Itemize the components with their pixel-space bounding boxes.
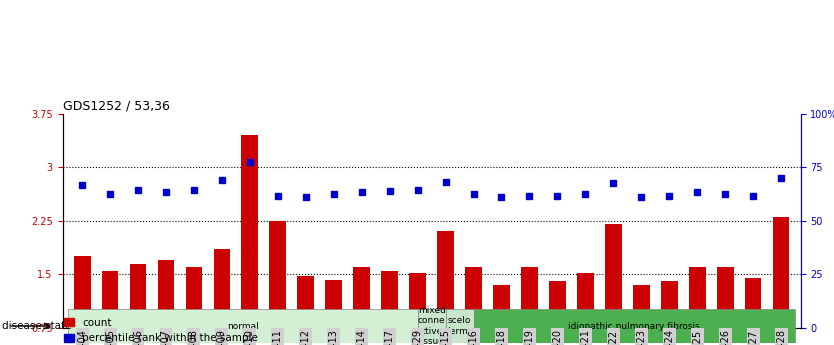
- Text: GSM37405: GSM37405: [105, 329, 115, 345]
- Text: disease state: disease state: [2, 321, 71, 331]
- Bar: [661, 282, 677, 328]
- Text: idiopathic pulmonary fibrosis: idiopathic pulmonary fibrosis: [569, 322, 701, 331]
- Bar: [214, 249, 230, 328]
- Text: GSM37415: GSM37415: [440, 329, 450, 345]
- Text: GSM37420: GSM37420: [552, 329, 562, 345]
- Legend: count, percentile rank within the sample: count, percentile rank within the sample: [63, 318, 259, 343]
- Bar: [745, 278, 761, 328]
- Bar: [242, 135, 259, 328]
- Text: GSM37413: GSM37413: [329, 329, 339, 345]
- Bar: [158, 260, 174, 328]
- Bar: [381, 271, 398, 328]
- Text: GSM37416: GSM37416: [469, 329, 479, 345]
- Bar: [772, 217, 790, 328]
- Text: GSM37422: GSM37422: [608, 329, 618, 345]
- Text: GSM37429: GSM37429: [413, 329, 423, 345]
- Bar: [354, 267, 370, 328]
- Text: scelo
derma: scelo derma: [445, 316, 475, 336]
- Bar: [298, 276, 314, 328]
- FancyBboxPatch shape: [474, 309, 795, 343]
- Text: GSM37407: GSM37407: [161, 329, 171, 345]
- Bar: [325, 280, 342, 328]
- Text: GSM37414: GSM37414: [357, 329, 367, 345]
- Text: GSM37424: GSM37424: [664, 329, 674, 345]
- Bar: [409, 273, 426, 328]
- Text: GSM37425: GSM37425: [692, 329, 702, 345]
- Bar: [73, 256, 91, 328]
- Text: mixed
conne
ctive
tissue: mixed conne ctive tissue: [418, 306, 445, 345]
- FancyBboxPatch shape: [68, 309, 418, 343]
- Text: GSM37409: GSM37409: [217, 329, 227, 345]
- Bar: [716, 267, 734, 328]
- Text: GSM37410: GSM37410: [245, 329, 255, 345]
- Bar: [633, 285, 650, 328]
- Text: GSM37423: GSM37423: [636, 329, 646, 345]
- Bar: [521, 267, 538, 328]
- Bar: [437, 231, 454, 328]
- Text: GSM37406: GSM37406: [133, 329, 143, 345]
- Bar: [185, 267, 203, 328]
- Bar: [465, 267, 482, 328]
- Text: GSM37408: GSM37408: [189, 329, 199, 345]
- Text: GSM37426: GSM37426: [720, 329, 730, 345]
- Text: GSM37412: GSM37412: [301, 329, 311, 345]
- Bar: [689, 267, 706, 328]
- Text: GSM37427: GSM37427: [748, 329, 758, 345]
- Text: GDS1252 / 53,36: GDS1252 / 53,36: [63, 100, 169, 113]
- Bar: [605, 224, 621, 328]
- FancyBboxPatch shape: [418, 309, 445, 343]
- Text: GSM37411: GSM37411: [273, 329, 283, 345]
- Bar: [129, 264, 147, 328]
- Bar: [493, 285, 510, 328]
- Text: GSM37428: GSM37428: [776, 329, 786, 345]
- Text: GSM37421: GSM37421: [580, 329, 590, 345]
- Text: GSM37418: GSM37418: [496, 329, 506, 345]
- Bar: [102, 271, 118, 328]
- Text: GSM37417: GSM37417: [384, 329, 394, 345]
- Text: GSM37419: GSM37419: [525, 329, 535, 345]
- FancyBboxPatch shape: [445, 309, 474, 343]
- Text: GSM37404: GSM37404: [77, 329, 87, 345]
- Bar: [269, 221, 286, 328]
- Bar: [549, 282, 565, 328]
- Bar: [577, 273, 594, 328]
- Text: normal: normal: [227, 322, 259, 331]
